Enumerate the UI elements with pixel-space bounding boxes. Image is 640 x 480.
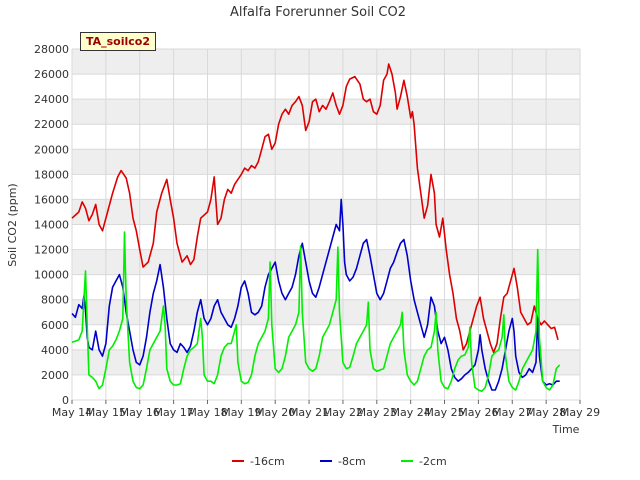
y-tick-label: 28000	[34, 43, 69, 56]
plot-band	[72, 49, 580, 75]
x-tick-label: May 18	[187, 406, 227, 419]
chart-title: Alfalfa Forerunner Soil CO2	[230, 5, 406, 20]
plot-band	[72, 149, 580, 175]
legend-label: -2cm	[419, 455, 447, 468]
y-tick-label: 16000	[34, 193, 69, 206]
x-tick-label: May 16	[120, 406, 160, 419]
series-lines	[71, 63, 561, 392]
y-tick-label: 0	[62, 394, 69, 407]
legend-label: -8cm	[338, 455, 366, 468]
x-tick-label: May 17	[153, 406, 193, 419]
y-tick-label: 26000	[34, 68, 69, 81]
y-tick-label: 8000	[41, 294, 69, 307]
series-line-8cm	[71, 198, 560, 391]
x-tick-label: May 14	[52, 406, 92, 419]
x-tick-label: May 25	[424, 406, 464, 419]
x-tick-label: May 23	[357, 406, 397, 419]
y-tick-label: 20000	[34, 143, 69, 156]
plot-band	[72, 349, 580, 375]
x-tick-label: May 28	[526, 406, 566, 419]
legend: -16cm -8cm -2cm	[232, 455, 447, 468]
legend-label: -16cm	[250, 455, 285, 468]
y-axis-ticks: 0 2000 4000 6000 8000 10000 12000 14000 16000 180…	[34, 43, 69, 407]
y-tick-label: 4000	[41, 344, 69, 357]
plot-band	[72, 299, 580, 325]
series-line-2cm	[71, 231, 561, 392]
y-tick-label: 6000	[41, 319, 69, 332]
dataset-tag: TA_soilco2	[80, 32, 156, 51]
x-tick-label: May 19	[221, 406, 261, 419]
y-tick-label: 18000	[34, 168, 69, 181]
plot-band	[72, 99, 580, 125]
y-axis-label: Soil CO2 (ppm)	[6, 183, 19, 266]
x-tick-label: May 15	[86, 406, 126, 419]
x-tick-label: May 21	[289, 406, 329, 419]
x-tick-label: May 22	[323, 406, 363, 419]
x-tick-label: May 29	[560, 406, 600, 419]
x-tick-label: May 24	[391, 406, 431, 419]
plot-band	[72, 199, 580, 225]
y-tick-label: 10000	[34, 269, 69, 282]
y-tick-label: 22000	[34, 118, 69, 131]
x-axis-label: Time	[552, 423, 580, 436]
y-tick-label: 14000	[34, 219, 69, 232]
y-tick-label: 2000	[41, 369, 69, 382]
x-tick-label: May 20	[255, 406, 295, 419]
series-line-16cm	[71, 63, 559, 354]
y-tick-label: 12000	[34, 244, 69, 257]
y-tick-label: 24000	[34, 93, 69, 106]
x-tick-label: May 27	[492, 406, 532, 419]
x-tick-label: May 26	[458, 406, 498, 419]
